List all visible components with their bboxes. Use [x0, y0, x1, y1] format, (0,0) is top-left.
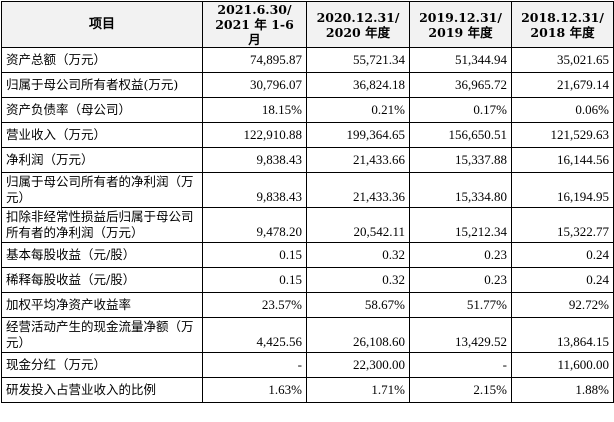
- period-column-header: 2019.12.31/ 2019 年度: [409, 1, 512, 48]
- cell-value: 1.71%: [306, 377, 410, 403]
- cell-value: 36,824.18: [306, 72, 410, 98]
- period-column-header: 2020.12.31/ 2020 年度: [306, 1, 410, 48]
- cell-value: 21,679.14: [511, 72, 614, 98]
- cell-value: 16,144.56: [511, 147, 614, 173]
- row-label: 研发投入占营业收入的比例: [1, 377, 203, 403]
- table-header: 项目 2021.6.30/ 2021 年 1-6 月 2020.12.31/ 2…: [1, 1, 614, 48]
- financial-indicators-table: 项目 2021.6.30/ 2021 年 1-6 月 2020.12.31/ 2…: [1, 1, 614, 403]
- cell-value: 122,910.88: [202, 122, 307, 148]
- cell-value: 58.67%: [306, 292, 410, 318]
- row-label: 归属于母公司所有者权益(万元): [1, 72, 203, 98]
- cell-value: 156,650.51: [409, 122, 512, 148]
- cell-value: 92.72%: [511, 292, 614, 318]
- cell-value: 30,796.07: [202, 72, 307, 98]
- cell-value: 0.23: [409, 242, 512, 268]
- cell-value: 18.15%: [202, 97, 307, 123]
- cell-value: 0.24: [511, 242, 614, 268]
- row-label: 归属于母公司所有者的净利润（万元）: [1, 172, 203, 208]
- row-label: 加权平均净资产收益率: [1, 292, 203, 318]
- row-label: 稀释每股收益（元/股）: [1, 267, 203, 293]
- row-label: 净利润（万元）: [1, 147, 203, 173]
- period-date: 2019.12.31/: [419, 9, 502, 25]
- table-row: 资产总额（万元） 74,895.87 55,721.34 51,344.94 3…: [1, 47, 614, 73]
- cell-value: 16,194.95: [511, 172, 614, 208]
- cell-value: 15,334.80: [409, 172, 512, 208]
- row-label: 现金分红（万元）: [1, 352, 203, 378]
- cell-value: 1.88%: [511, 377, 614, 403]
- period-column-header: 2018.12.31/ 2018 年度: [511, 1, 614, 48]
- cell-value: 22,300.00: [306, 352, 410, 378]
- cell-value: 9,838.43: [202, 147, 307, 173]
- period-date: 2018.12.31/: [521, 9, 604, 25]
- cell-value: 51.77%: [409, 292, 512, 318]
- row-label: 资产负债率（母公司）: [1, 97, 203, 123]
- cell-value: 21,433.66: [306, 147, 410, 173]
- period-label: 2018 年度: [530, 24, 595, 40]
- table-body: 资产总额（万元） 74,895.87 55,721.34 51,344.94 3…: [1, 47, 614, 403]
- cell-value: 0.32: [306, 267, 410, 293]
- row-label: 扣除非经常性损益后归属于母公司所有者的净利润（万元）: [1, 207, 203, 243]
- cell-value: 20,542.11: [306, 207, 410, 243]
- cell-value: 13,864.15: [511, 317, 614, 353]
- cell-value: 21,433.36: [306, 172, 410, 208]
- cell-value: 2.15%: [409, 377, 512, 403]
- period-column-header: 2021.6.30/ 2021 年 1-6 月: [202, 1, 307, 48]
- cell-value: 23.57%: [202, 292, 307, 318]
- cell-value: 74,895.87: [202, 47, 307, 73]
- cell-value: 0.06%: [511, 97, 614, 123]
- item-column-header: 项目: [1, 1, 203, 48]
- cell-value: 121,529.63: [511, 122, 614, 148]
- cell-value: 0.21%: [306, 97, 410, 123]
- cell-value: 51,344.94: [409, 47, 512, 73]
- table-row: 现金分红（万元） - 22,300.00 - 11,600.00: [1, 352, 614, 378]
- period-label: 2021 年 1-6 月: [215, 17, 294, 47]
- period-date: 2020.12.31/: [316, 9, 400, 25]
- cell-value: 4,425.56: [202, 317, 307, 353]
- cell-value: 11,600.00: [511, 352, 614, 378]
- cell-value: 1.63%: [202, 377, 307, 403]
- cell-value: 26,108.60: [306, 317, 410, 353]
- row-label: 经营活动产生的现金流量净额（万元）: [1, 317, 203, 353]
- period-label: 2020 年度: [325, 24, 391, 40]
- cell-value: 0.15: [202, 242, 307, 268]
- table-row: 经营活动产生的现金流量净额（万元） 4,425.56 26,108.60 13,…: [1, 317, 614, 353]
- cell-value: 55,721.34: [306, 47, 410, 73]
- cell-value: 15,322.77: [511, 207, 614, 243]
- cell-value: 15,337.88: [409, 147, 512, 173]
- table-row: 净利润（万元） 9,838.43 21,433.66 15,337.88 16,…: [1, 147, 614, 173]
- table-row: 归属于母公司所有者权益(万元) 30,796.07 36,824.18 36,9…: [1, 72, 614, 98]
- cell-value: 0.15: [202, 267, 307, 293]
- cell-value: -: [202, 352, 307, 378]
- table-row: 加权平均净资产收益率 23.57% 58.67% 51.77% 92.72%: [1, 292, 614, 318]
- cell-value: 0.17%: [409, 97, 512, 123]
- cell-value: -: [409, 352, 512, 378]
- cell-value: 9,838.43: [202, 172, 307, 208]
- cell-value: 15,212.34: [409, 207, 512, 243]
- cell-value: 35,021.65: [511, 47, 614, 73]
- cell-value: 9,478.20: [202, 207, 307, 243]
- row-label: 资产总额（万元）: [1, 47, 203, 73]
- table-row: 稀释每股收益（元/股） 0.15 0.32 0.23 0.24: [1, 267, 614, 293]
- table-row: 营业收入（万元） 122,910.88 199,364.65 156,650.5…: [1, 122, 614, 148]
- table-row: 研发投入占营业收入的比例 1.63% 1.71% 2.15% 1.88%: [1, 377, 614, 403]
- table-row: 扣除非经常性损益后归属于母公司所有者的净利润（万元） 9,478.20 20,5…: [1, 207, 614, 243]
- cell-value: 199,364.65: [306, 122, 410, 148]
- cell-value: 0.32: [306, 242, 410, 268]
- cell-value: 0.24: [511, 267, 614, 293]
- cell-value: 13,429.52: [409, 317, 512, 353]
- table-row: 归属于母公司所有者的净利润（万元） 9,838.43 21,433.36 15,…: [1, 172, 614, 208]
- period-date: 2021.6.30/: [217, 2, 292, 18]
- cell-value: 36,965.72: [409, 72, 512, 98]
- table-row: 资产负债率（母公司） 18.15% 0.21% 0.17% 0.06%: [1, 97, 614, 123]
- row-label: 基本每股收益（元/股）: [1, 242, 203, 268]
- row-label: 营业收入（万元）: [1, 122, 203, 148]
- header-row: 项目 2021.6.30/ 2021 年 1-6 月 2020.12.31/ 2…: [1, 1, 614, 48]
- cell-value: 0.23: [409, 267, 512, 293]
- table-row: 基本每股收益（元/股） 0.15 0.32 0.23 0.24: [1, 242, 614, 268]
- period-label: 2019 年度: [428, 24, 493, 40]
